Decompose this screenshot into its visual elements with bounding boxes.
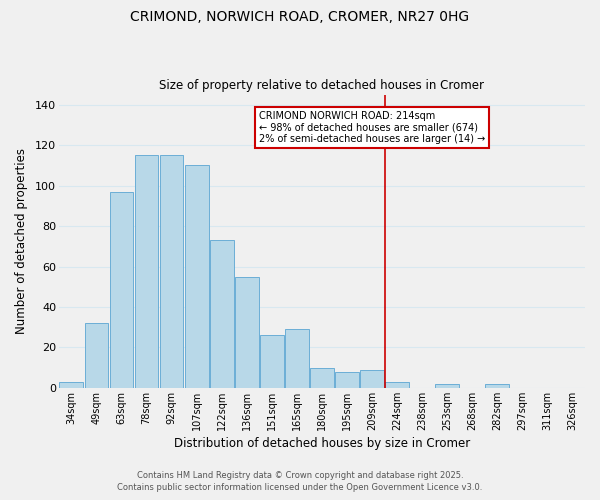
Text: Contains HM Land Registry data © Crown copyright and database right 2025.
Contai: Contains HM Land Registry data © Crown c… (118, 471, 482, 492)
Bar (210, 240, 233, 388)
Bar (360, 370, 384, 388)
Bar (110, 192, 133, 388)
Bar (385, 382, 409, 388)
Bar (260, 336, 284, 388)
Bar (485, 384, 509, 388)
Bar (235, 276, 259, 388)
Text: CRIMOND NORWICH ROAD: 214sqm
← 98% of detached houses are smaller (674)
2% of se: CRIMOND NORWICH ROAD: 214sqm ← 98% of de… (259, 110, 485, 144)
Text: CRIMOND, NORWICH ROAD, CROMER, NR27 0HG: CRIMOND, NORWICH ROAD, CROMER, NR27 0HG (130, 10, 470, 24)
Bar (160, 155, 184, 388)
Bar (85, 323, 109, 388)
Bar (285, 329, 309, 388)
Title: Size of property relative to detached houses in Cromer: Size of property relative to detached ho… (160, 79, 484, 92)
X-axis label: Distribution of detached houses by size in Cromer: Distribution of detached houses by size … (174, 437, 470, 450)
Bar (310, 368, 334, 388)
Y-axis label: Number of detached properties: Number of detached properties (15, 148, 28, 334)
Bar (435, 384, 459, 388)
Bar (335, 372, 359, 388)
Bar (59, 382, 83, 388)
Bar (185, 166, 209, 388)
Bar (134, 155, 158, 388)
